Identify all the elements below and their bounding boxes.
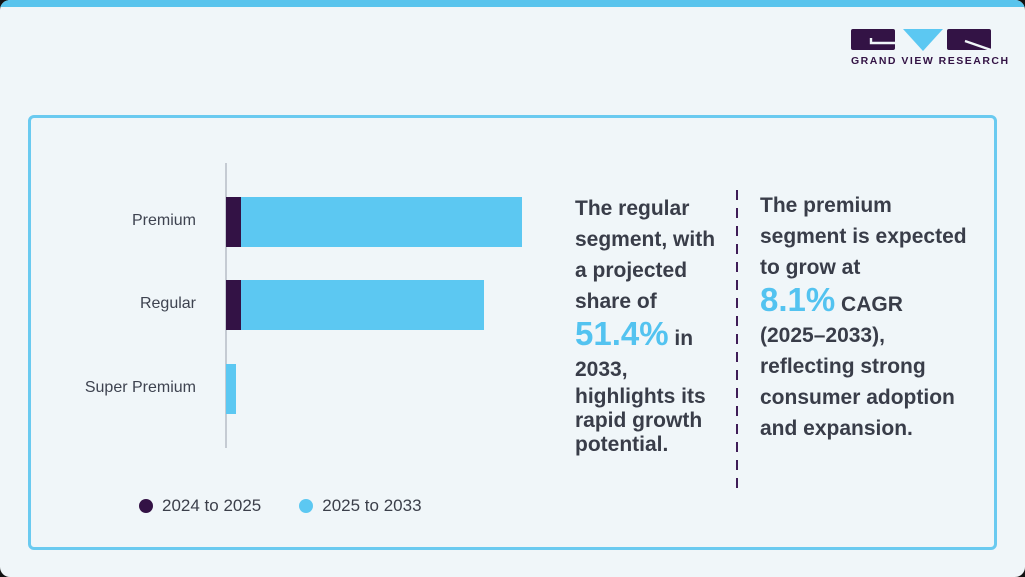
insight-text: potential. [575, 433, 669, 456]
insight-line: The regular [575, 193, 745, 224]
insight-premium-segment: The premium segment is expected to grow at… [760, 190, 992, 444]
insight-text: in [668, 327, 694, 350]
insight-text: rapid growth [575, 409, 703, 432]
insight-text: CAGR [835, 293, 903, 316]
insight-text: share of [575, 290, 657, 313]
insight-line: potential. [575, 433, 745, 457]
category-label: Regular [139, 295, 196, 312]
legend-item: 2025 to 2033 [299, 496, 422, 516]
insight-text: (2025–2033), [760, 324, 885, 347]
gvr-logo: GRAND VIEW RESEARCH [851, 29, 1010, 67]
insight-text: a projected [575, 259, 688, 282]
gvr-logo-icon [851, 29, 991, 51]
insight-line: segment is expected [760, 221, 992, 252]
category-label: Premium [131, 212, 196, 229]
legend-swatch-icon [139, 499, 153, 513]
chart-card [28, 115, 997, 550]
insight-text: highlights its [575, 385, 706, 408]
bar-segment-premium [241, 197, 522, 247]
insight-text: segment, with [575, 228, 716, 251]
stat-highlight: 8.1% [760, 281, 836, 318]
insight-line: 51.4% in [575, 317, 745, 354]
insight-text: The regular [575, 197, 690, 220]
insight-line: and expansion. [760, 413, 992, 444]
category-label: Super Premium [84, 379, 196, 396]
insight-line: 2033, [575, 354, 745, 385]
insight-text: and expansion. [760, 417, 913, 440]
chart-legend: 2024 to 2025 2025 to 2033 [139, 496, 422, 516]
legend-item: 2024 to 2025 [139, 496, 261, 516]
insight-line: segment, with [575, 224, 745, 255]
insight-line: rapid growth [575, 409, 745, 433]
insight-line: share of [575, 286, 745, 317]
dashed-divider [736, 190, 738, 495]
insight-line: a projected [575, 255, 745, 286]
bar-segment-regular [226, 280, 241, 330]
insight-line: reflecting strong [760, 351, 992, 382]
insight-text: to grow at [760, 256, 861, 279]
brand-name: GRAND VIEW RESEARCH [851, 55, 1010, 67]
insight-line: 8.1% CAGR [760, 283, 992, 320]
bar-segment-premium [226, 197, 241, 247]
insight-text: segment is expected [760, 225, 967, 248]
bar-segment-super-premium [226, 364, 236, 414]
insight-line: consumer adoption [760, 382, 992, 413]
legend-swatch-icon [299, 499, 314, 513]
insight-regular-segment: The regular segment, with a projected share… [575, 193, 745, 457]
insight-text: 2033, [575, 358, 628, 381]
insight-line: (2025–2033), [760, 320, 992, 351]
legend-label: 2025 to 2033 [322, 496, 422, 515]
insight-text: The premium [760, 194, 892, 217]
insight-text: reflecting strong [760, 355, 926, 378]
insight-line: to grow at [760, 252, 992, 283]
bar-segment-regular [241, 280, 484, 330]
legend-label: 2024 to 2025 [162, 496, 262, 515]
insight-line: The premium [760, 190, 992, 221]
top-accent-bar [0, 0, 1025, 7]
stat-highlight: 51.4% [575, 315, 669, 352]
insight-line: highlights its [575, 385, 745, 409]
insight-text: consumer adoption [760, 386, 955, 409]
